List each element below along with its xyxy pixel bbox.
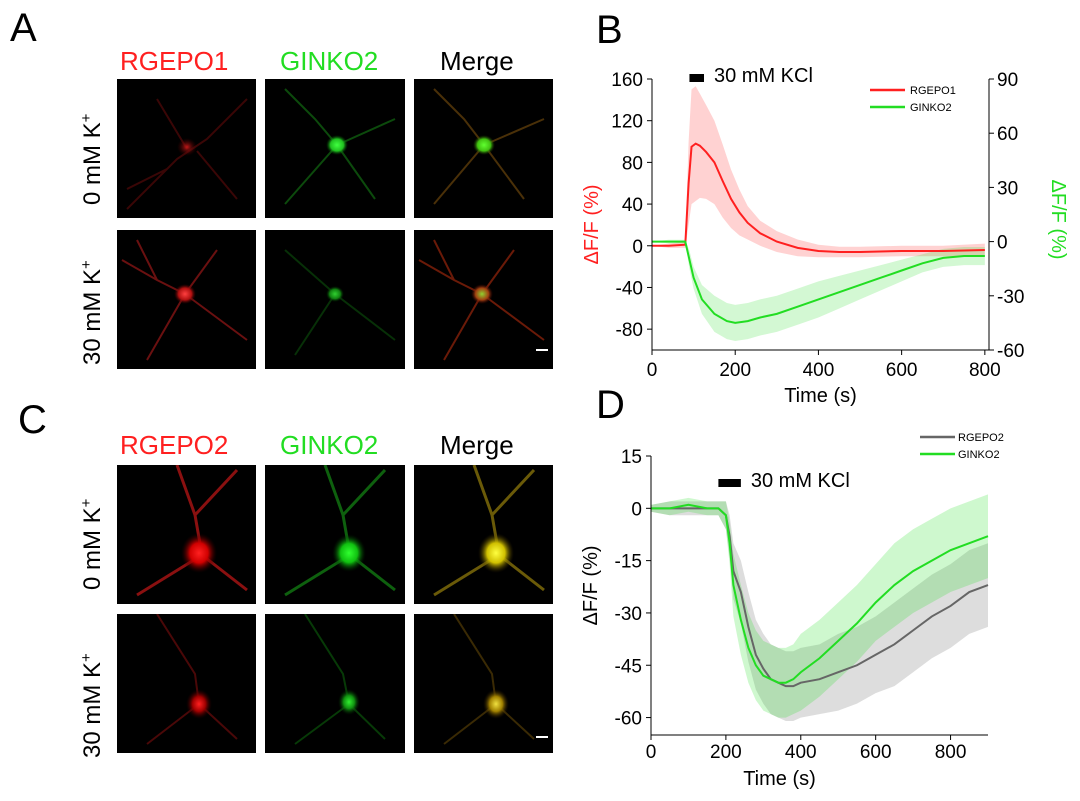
col-title-merge: Merge <box>440 46 514 76</box>
y-tick-label: -45 <box>615 656 642 677</box>
scale-bar <box>536 736 548 738</box>
y-tick-label-right: -30 <box>997 287 1024 308</box>
error-band-rgepo2 <box>651 501 988 722</box>
y-tick-label-left: 40 <box>622 195 643 216</box>
panel-letter-b: B <box>596 8 623 52</box>
error-band-rgepo1 <box>652 86 985 258</box>
micrograph-ginko2-0mm <box>265 465 405 604</box>
scale-bar <box>536 349 548 351</box>
y-tick-label: -15 <box>615 552 642 573</box>
series-line-ginko2 <box>651 503 989 684</box>
neuron-merge <box>418 239 545 361</box>
stimulus-annotation: 30 mM KCl <box>751 470 850 492</box>
stimulus-annotation: 30 mM KCl <box>714 65 813 87</box>
legend-label-rgepo2: RGEPO2 <box>958 432 1004 444</box>
y-tick-label-right: 0 <box>997 233 1008 254</box>
y-tick-label-left: 160 <box>611 70 643 91</box>
neuron-green-bright <box>284 465 396 597</box>
col-title-rgepo2: RGEPO2 <box>120 430 229 460</box>
x-tick-label: 600 <box>886 360 918 381</box>
y-axis-label-right: ΔF/F (%) <box>1047 179 1069 259</box>
y-axis-label-left: ΔF/F (%) <box>581 184 603 264</box>
series-line-rgepo1 <box>652 142 985 254</box>
micrograph-rgepo1-0mm <box>117 79 256 218</box>
panel-letter-d: D <box>596 383 625 427</box>
x-tick-label: 400 <box>785 742 817 763</box>
micrograph-rgepo1-30mm <box>117 230 256 369</box>
y-tick-label: 15 <box>621 447 642 468</box>
y-tick-label: -30 <box>615 604 642 625</box>
micrograph-merge-0mm <box>414 465 553 604</box>
series-line-ginko2 <box>652 240 985 324</box>
neuron-green-bright <box>284 88 396 205</box>
col-title-rgepo1: RGEPO1 <box>120 46 229 76</box>
micrograph-ginko2-30mm <box>265 614 405 753</box>
y-tick-label-left: -40 <box>616 278 643 299</box>
x-axis-label: Time (s) <box>743 768 816 790</box>
y-tick-label-right: 60 <box>997 124 1018 145</box>
x-tick-label: 600 <box>860 742 892 763</box>
y-tick-label-right: 90 <box>997 70 1018 91</box>
neuron-merge <box>433 88 545 205</box>
neuron-red-bright <box>121 239 248 361</box>
neuron-red-dim <box>146 614 238 745</box>
micrograph-ginko2-30mm <box>265 230 405 369</box>
neuron-merge-yellow <box>443 614 535 745</box>
x-tick-label: 400 <box>803 360 835 381</box>
micrograph-rgepo2-0mm <box>117 465 256 604</box>
x-tick-label: 0 <box>647 360 658 381</box>
panel-letter-a: A <box>10 6 37 50</box>
x-axis-label: Time (s) <box>784 385 857 407</box>
micrograph-merge-30mm <box>414 614 553 753</box>
micrograph-merge-0mm <box>414 79 553 218</box>
x-tick-label: 200 <box>719 360 751 381</box>
y-tick-label-right: -60 <box>997 341 1024 362</box>
y-tick-label-left: -80 <box>616 320 643 341</box>
error-band-ginko2 <box>652 239 985 341</box>
legend-label-rgepo1: RGEPO1 <box>910 85 956 97</box>
y-tick-label: -60 <box>615 709 642 730</box>
legend-label-ginko2: GINKO2 <box>958 449 1000 461</box>
y-tick-label-right: 30 <box>997 178 1018 199</box>
panel-letter-c: C <box>18 398 47 442</box>
col-title-ginko2: GINKO2 <box>280 46 379 76</box>
x-tick-label: 200 <box>710 742 742 763</box>
col-title-ginko2: GINKO2 <box>280 430 379 460</box>
x-tick-label: 0 <box>646 742 657 763</box>
micrograph-rgepo2-30mm <box>117 614 256 753</box>
legend-label-ginko2: GINKO2 <box>910 102 952 114</box>
neuron-green-dim <box>294 614 386 745</box>
neuron-green-dim <box>284 249 396 356</box>
neuron-merge-yellow <box>433 465 545 597</box>
micrograph-ginko2-0mm <box>265 79 405 218</box>
y-tick-label-left: 80 <box>622 153 643 174</box>
micrograph-merge-30mm <box>414 230 553 369</box>
y-tick-label: 0 <box>631 499 642 520</box>
x-tick-label: 800 <box>935 742 967 763</box>
stimulus-bar <box>689 74 705 82</box>
stimulus-bar <box>718 479 741 487</box>
col-title-merge: Merge <box>440 430 514 460</box>
y-axis-label: ΔF/F (%) <box>580 545 602 625</box>
neuron-red-bright <box>136 465 248 597</box>
error-band-ginko2 <box>651 494 988 718</box>
x-tick-label: 800 <box>969 360 1001 381</box>
y-tick-label-left: 120 <box>611 112 643 133</box>
neuron-red-dim <box>126 98 248 210</box>
y-tick-label-left: 0 <box>632 237 643 258</box>
